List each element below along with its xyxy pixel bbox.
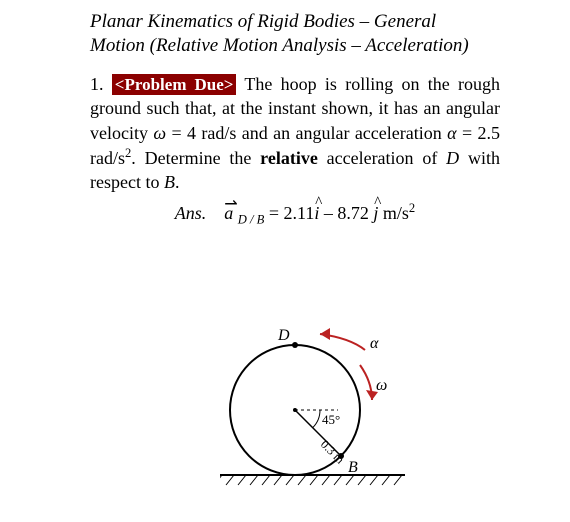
- point-d-dot: [292, 342, 298, 348]
- problem-p2: = 4 rad/s and an angular acceleration: [166, 123, 447, 143]
- relative-bold: relative: [260, 148, 318, 168]
- label-angle: 45°: [322, 412, 340, 427]
- problem-statement: 1. <Problem Due> The hoop is rolling on …: [90, 72, 500, 195]
- alpha-arrow-icon: [320, 328, 365, 350]
- problem-p7: .: [175, 172, 180, 192]
- header-line1: Planar Kinematics of Rigid Bodies – Gene…: [90, 11, 436, 32]
- hoop-figure: D B α ω 45° 0.3 m: [220, 290, 410, 510]
- units-sup: 2: [409, 201, 415, 215]
- label-alpha: α: [370, 335, 379, 352]
- point-b-text: B: [164, 172, 175, 192]
- omega-symbol: ω: [153, 123, 166, 143]
- point-d-text: D: [446, 148, 459, 168]
- label-omega: ω: [376, 377, 387, 394]
- alpha-symbol: α: [447, 123, 456, 143]
- label-d: D: [277, 327, 290, 344]
- minus-val2: – 8.72: [319, 203, 373, 223]
- equals-val1: = 2.11: [264, 203, 314, 223]
- label-b: B: [348, 459, 358, 476]
- problem-number: 1.: [90, 74, 104, 94]
- header-line2: Motion (Relative Motion Analysis – Accel…: [90, 35, 469, 56]
- problem-p4: . Determine the: [131, 148, 260, 168]
- hoop-svg: D B α ω 45° 0.3 m: [220, 290, 410, 510]
- ground-hatch: [220, 475, 402, 485]
- angle-arc: [313, 410, 320, 428]
- answer-line: Ans. ⇀a D / B = 2.11i – 8.72 j m/s2: [90, 201, 500, 228]
- i-hat: i: [314, 203, 319, 223]
- problem-due-badge: <Problem Due>: [112, 74, 237, 95]
- section-header: Planar Kinematics of Rigid Bodies – Gene…: [90, 10, 500, 58]
- units: m/s: [378, 203, 409, 223]
- j-hat: j: [373, 203, 378, 223]
- vector-a: ⇀a: [224, 203, 238, 223]
- answer-label: Ans.: [175, 203, 207, 223]
- vector-arrow: ⇀: [224, 194, 238, 214]
- subscript-db: D / B: [238, 212, 265, 226]
- problem-p5: acceleration of: [318, 148, 446, 168]
